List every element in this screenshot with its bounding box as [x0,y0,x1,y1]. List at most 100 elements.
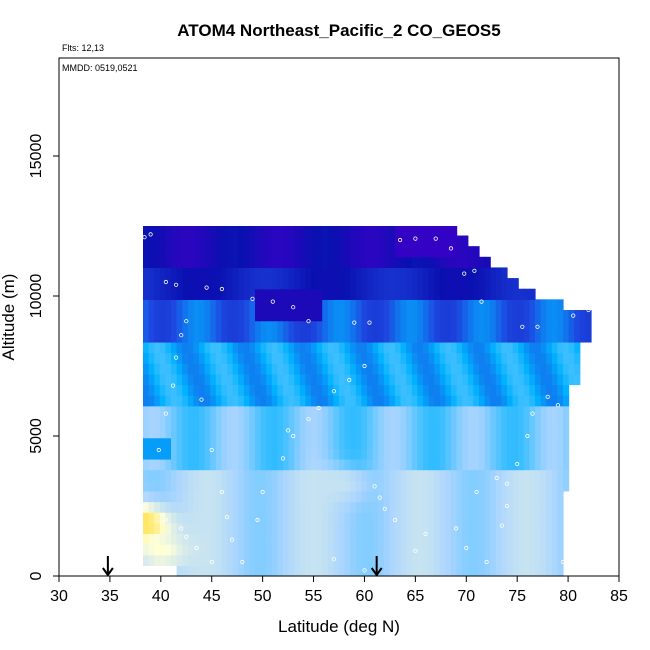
heatmap-cell [255,226,262,237]
heatmap-cell [288,469,295,481]
heatmap-cell [277,310,284,322]
heatmap-cell [182,405,189,417]
heatmap-cell [428,267,435,279]
heatmap-cell [456,341,463,354]
heatmap-cell [389,448,396,460]
heatmap-cell [361,427,368,439]
heatmap-cell [204,512,211,524]
heatmap-cell [311,384,318,396]
heatmap-cell [568,341,575,354]
heatmap-cell [490,341,497,354]
heatmap-cell [193,352,200,364]
heatmap-cell [535,458,542,471]
heatmap-cell [238,533,245,545]
heatmap-cell [507,448,514,460]
heatmap-cell [395,480,402,492]
heatmap-cell [518,469,525,481]
heatmap-cell [221,522,228,535]
heatmap-cell [383,554,390,566]
heatmap-cell [266,246,273,258]
heatmap-cell [333,395,340,407]
heatmap-cell [266,363,273,375]
heatmap-cell [199,299,206,311]
heatmap-cell [260,226,267,237]
heatmap-cell [501,363,508,375]
heatmap-cell [277,448,284,460]
heatmap-cell [563,458,570,471]
heatmap-cell [389,501,396,513]
heatmap-cell [395,363,402,375]
heatmap-cell [378,395,385,407]
heatmap-cell [283,448,290,460]
heatmap-cell [445,427,452,439]
heatmap-cell [383,405,390,417]
heatmap-cell [316,384,323,396]
heatmap-cell [165,256,172,269]
heatmap-cell [495,373,502,386]
heatmap-cell [439,554,446,566]
heatmap-cell [451,405,458,417]
heatmap-cell [204,416,211,428]
heatmap-cell [490,512,497,524]
heatmap-cell [243,278,250,290]
heatmap-cell [406,405,413,417]
heatmap-cell [176,288,183,300]
heatmap-cell [266,235,273,247]
heatmap-cell [411,331,418,343]
heatmap-cell [445,246,452,258]
heatmap-cell [355,341,362,354]
heatmap-cell [428,278,435,290]
heatmap-cell [529,416,536,428]
heatmap-cell [501,533,508,545]
heatmap-cell [333,522,340,535]
x-tick-label: 40 [152,588,170,605]
heatmap-cell [451,267,458,279]
heatmap-cell [411,565,418,577]
heatmap-cell [344,395,351,407]
heatmap-cell [456,437,463,449]
heatmap-cell [417,544,424,556]
heatmap-cell [495,544,502,556]
heatmap-cell [243,565,250,577]
heatmap-cell [361,278,368,290]
heatmap-cell [367,533,374,545]
heatmap-cell [199,501,206,513]
heatmap-cell [479,501,486,513]
heatmap-cell [378,448,385,460]
heatmap-cell [316,320,323,332]
heatmap-cell [199,437,206,449]
heatmap-cell [204,522,211,535]
heatmap-cell [507,363,514,375]
heatmap-cell [311,480,318,492]
heatmap-cell [316,437,323,449]
heatmap-cell [182,352,189,364]
heatmap-cell [294,437,301,449]
heatmap-cell [361,363,368,375]
heatmap-cell [344,544,351,556]
heatmap-cell [176,416,183,428]
flight-track-point [515,461,520,467]
heatmap-cell [395,544,402,556]
heatmap-cell [299,246,306,258]
heatmap-cell [395,427,402,439]
heatmap-cell [355,565,362,577]
heatmap-cell [400,544,407,556]
heatmap-cell [165,226,172,237]
heatmap-cell [445,565,452,577]
heatmap-cell [557,427,564,439]
flight-track-point [250,296,255,301]
heatmap-cell [551,416,558,428]
heatmap-cell [479,310,486,322]
heatmap-cell [187,267,194,279]
heatmap-cell [204,490,211,503]
heatmap-cell [182,363,189,375]
heatmap-cell [439,437,446,449]
heatmap-cell [243,469,250,481]
heatmap-cell [277,352,284,364]
heatmap-cell [434,501,441,513]
heatmap-cell [266,288,273,300]
heatmap-cell [143,352,150,364]
heatmap-cell [148,384,155,396]
heatmap-cell [215,437,222,449]
heatmap-cell [187,427,194,439]
